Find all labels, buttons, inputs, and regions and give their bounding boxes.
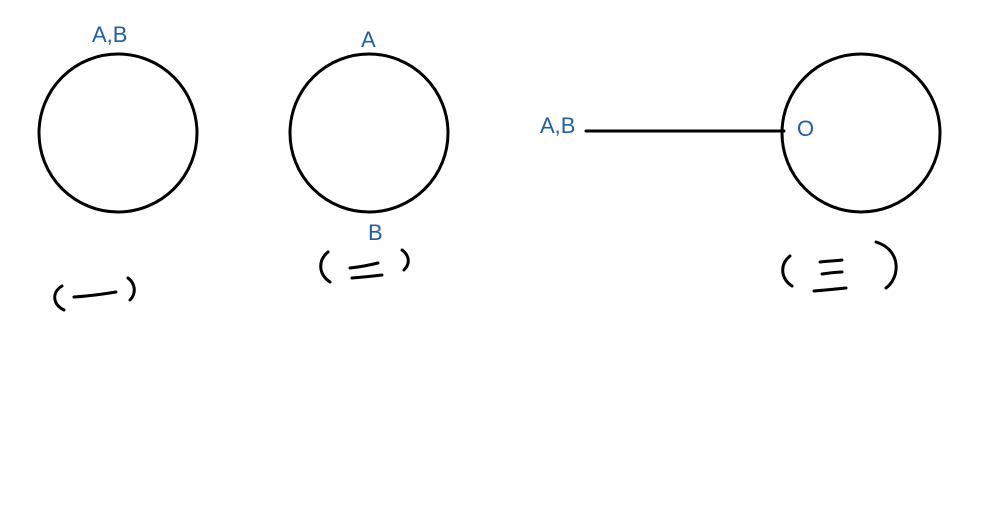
- figure-3-caption: (三): [781, 240, 898, 293]
- figure-3-label-line-end: A,B: [540, 113, 575, 138]
- figure-2-label-bottom: B: [368, 220, 383, 245]
- caption-right-paren: [874, 240, 898, 290]
- caption-stroke: [72, 290, 118, 299]
- figure-3: A,B O (三): [540, 52, 942, 293]
- figure-2: A B (二): [288, 27, 450, 284]
- caption-left-paren: [781, 254, 794, 288]
- figure-3-label-center: O: [797, 116, 814, 141]
- figure-1: A,B (一): [37, 22, 199, 312]
- figure-2-circle: [288, 52, 450, 214]
- figure-1-circle: [37, 52, 199, 214]
- caption-stroke-upper: [348, 261, 380, 270]
- caption-stroke-top: [818, 258, 844, 264]
- caption-left-paren: [319, 250, 332, 284]
- caption-stroke-middle: [820, 270, 844, 276]
- caption-stroke-lower: [350, 273, 384, 280]
- caption-left-paren: [53, 284, 66, 312]
- figure-2-label-top: A: [361, 27, 376, 52]
- figure-2-caption: (二): [319, 248, 410, 284]
- caption-stroke-bottom: [812, 286, 848, 293]
- caption-right-paren: [126, 276, 136, 302]
- figure-1-label-top: A,B: [92, 22, 127, 47]
- caption-right-paren: [400, 248, 410, 272]
- figure-3-circle: [780, 52, 942, 214]
- figure-1-caption: (一): [53, 276, 136, 312]
